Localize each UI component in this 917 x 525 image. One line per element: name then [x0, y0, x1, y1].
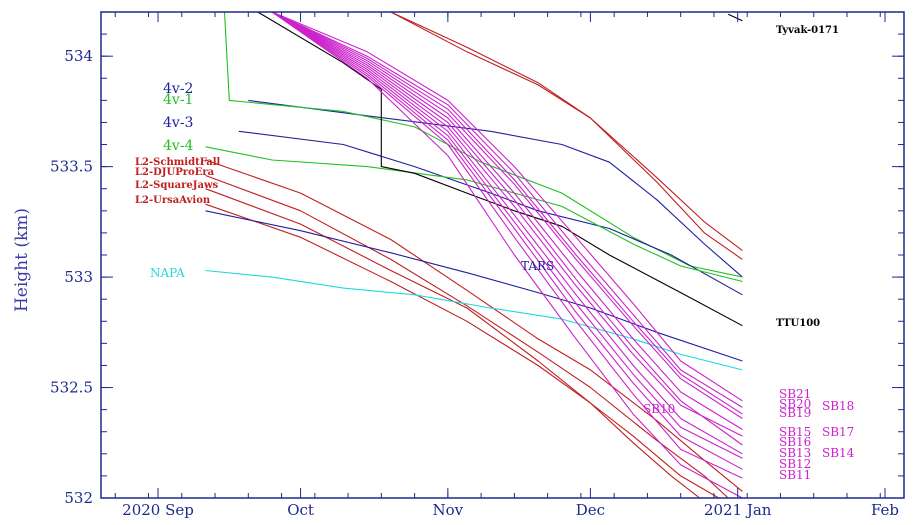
x-tick-label: Dec — [576, 501, 605, 519]
series-label-sb14: SB14 — [822, 446, 855, 460]
series-label-sb18: SB18 — [822, 399, 854, 413]
x-tick-label: Feb — [871, 501, 899, 519]
series-label-4v-4: 4v-4 — [163, 138, 194, 154]
series-label-layer: Tyvak-0171 4v-24v-1 4v-3 4v-4 L2-SchmidtFall… — [135, 25, 855, 482]
series-label-tyvak-0171: Tyvak-0171 — [776, 25, 839, 36]
y-axis-label: Height (km) — [12, 208, 32, 312]
x-tick-label: Oct — [287, 501, 314, 519]
series-label-sb21: SB21 — [779, 387, 811, 401]
series-line-sb10 — [271, 12, 743, 498]
series-line-l2-squarejaws — [205, 203, 719, 498]
series-line-sb14 — [271, 12, 743, 455]
series-line-4v-3 — [238, 130, 743, 296]
series-label-4v-2: 4v-2 — [163, 81, 193, 97]
y-tick-label: 532 — [64, 489, 93, 507]
series-line-sb17 — [271, 12, 743, 430]
x-tick-label: 2020 Sep — [122, 501, 194, 519]
series-line-l2-ursaavion — [205, 188, 701, 498]
series-label-l2-djuproera: L2-DJUProEra — [135, 167, 215, 178]
series-line-tyvak-0171 — [727, 13, 743, 22]
series-label-4v-1: 4v-1 — [163, 92, 193, 108]
series-label-tars: TARS — [521, 259, 554, 273]
series-label-l2-squarejaws: L2-SquareJaws — [135, 180, 219, 191]
series-line-sb13 — [271, 12, 743, 459]
series-label-sb10: SB10 — [643, 402, 675, 416]
series-label-ttu100: TTU100 — [776, 318, 820, 329]
series-line-l2-schmidtfall — [205, 159, 743, 492]
series-label-l2-ursaavion: L2-UrsaAvion — [135, 195, 211, 206]
series-label-sb11: SB11 — [779, 468, 811, 482]
series-line-sb19 — [271, 12, 743, 415]
series-label-l2-schmidtfall: L2-SchmidtFall — [135, 157, 221, 168]
x-tick-label: 2021 Jan — [704, 501, 772, 519]
series-line-l2-djuproera — [205, 174, 729, 498]
series-label-sb16: SB16 — [779, 435, 811, 449]
series-line-sb20 — [271, 12, 743, 408]
series-line-sb15 — [271, 12, 743, 437]
series-label-sb17: SB17 — [822, 425, 854, 439]
series-line-series-10 — [390, 12, 743, 260]
series-line-sb21 — [271, 12, 743, 402]
series-label-sb13: SB13 — [779, 446, 811, 460]
series-label-sb20: SB20 — [779, 397, 811, 411]
y-tick-label: 534 — [64, 47, 93, 65]
series-line-4v-1 — [223, 12, 743, 278]
series-line-sb11 — [271, 12, 743, 479]
series-label-napa: NAPA — [150, 266, 185, 280]
series-line-tars — [205, 210, 743, 362]
series-line-sb12 — [271, 12, 743, 470]
series-layer — [205, 12, 743, 498]
series-line-sb16 — [271, 12, 743, 446]
y-tick-label: 533.5 — [50, 158, 93, 176]
series-label-sb19: SB19 — [779, 406, 811, 420]
series-label-4v-3: 4v-3 — [163, 115, 193, 131]
series-line-sb18 — [271, 12, 743, 419]
series-line-napa — [205, 269, 743, 371]
y-tick-label: 532.5 — [50, 379, 93, 397]
series-label-sb15: SB15 — [779, 425, 811, 439]
axis-layer: 2020 Sep Oct Nov Dec 2021 Jan Feb 532 532.5 533 5… — [50, 12, 904, 519]
y-tick-label: 533 — [64, 268, 93, 286]
x-tick-label: Nov — [433, 501, 464, 519]
series-line-4v-2 — [248, 99, 743, 278]
series-label-sb12: SB12 — [779, 457, 811, 471]
